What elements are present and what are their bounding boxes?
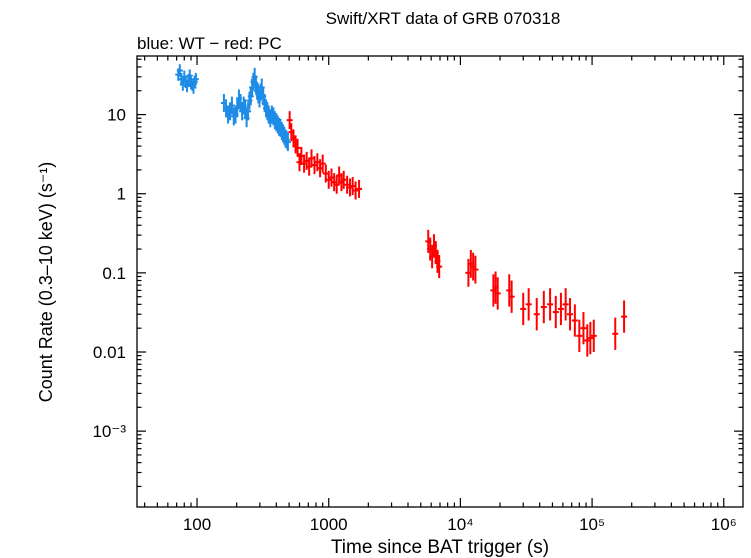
data-point: [228, 96, 235, 115]
series-wt: [175, 64, 291, 152]
data-point: [472, 255, 479, 284]
data-point: [176, 64, 183, 77]
chart-title: Swift/XRT data of GRB 070318: [326, 9, 561, 28]
x-axis-label: Time since BAT trigger (s): [331, 537, 549, 558]
data-point: [552, 295, 559, 329]
data-point: [621, 300, 628, 333]
data-point: [612, 317, 619, 350]
data-point: [333, 175, 340, 194]
data-point: [557, 292, 564, 326]
data-point: [436, 255, 443, 279]
data-point: [284, 133, 291, 152]
x-tick-label: 10⁶: [711, 515, 737, 534]
data-point: [508, 280, 515, 313]
data-point: [547, 288, 554, 321]
data-point: [352, 181, 359, 200]
data-point: [580, 312, 587, 345]
data-point: [186, 69, 193, 82]
chart-subtitle: blue: WT − red: PC: [137, 34, 282, 53]
data-point: [340, 170, 347, 189]
data-point: [525, 288, 532, 321]
x-tick-label: 1000: [310, 515, 348, 534]
data-point: [584, 324, 591, 357]
data-point: [192, 72, 199, 86]
series-pc: [286, 111, 628, 357]
data-point: [576, 319, 583, 353]
data-point: [567, 298, 574, 331]
data-point: [308, 149, 315, 168]
data-point: [294, 138, 301, 157]
data-point: [520, 292, 527, 326]
data-point: [245, 102, 252, 121]
data-point: [590, 319, 597, 353]
data-point: [356, 179, 363, 198]
x-tick-label: 10⁴: [447, 515, 473, 534]
axes-layer: 100 1000 10⁴ 10⁵ 10⁶ 10⁻³ 0.01 0.1 1 10: [92, 56, 743, 534]
data-point: [587, 321, 594, 355]
data-layer: [175, 64, 628, 357]
y-tick-label: 10: [107, 106, 126, 125]
y-tick-label: 10⁻³: [92, 422, 126, 441]
data-point: [571, 304, 578, 337]
y-axis-label: Count Rate (0.3–10 keV) (s⁻¹): [36, 162, 56, 403]
data-point: [533, 298, 540, 331]
x-tick-label: 10⁵: [579, 515, 605, 534]
plot-frame: [136, 55, 744, 508]
data-point: [319, 154, 326, 173]
data-point: [540, 290, 547, 324]
y-tick-label: 0.01: [93, 343, 126, 362]
y-tick-label: 0.1: [102, 264, 126, 283]
data-point: [562, 288, 569, 321]
data-point: [234, 99, 241, 118]
data-point: [286, 111, 293, 130]
data-point: [494, 277, 501, 310]
y-tick-label: 1: [117, 185, 126, 204]
x-tick-label: 100: [183, 515, 211, 534]
